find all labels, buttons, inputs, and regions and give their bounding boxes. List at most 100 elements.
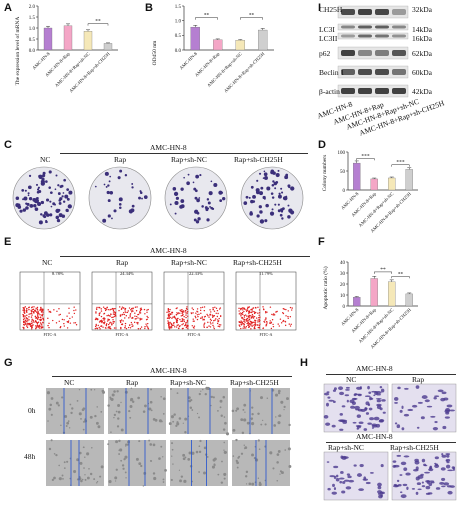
transwell-cell <box>417 488 422 491</box>
transwell-cell <box>399 409 403 413</box>
transwell-cell <box>339 428 344 431</box>
transwell-cell <box>416 426 420 429</box>
transwell-cell <box>368 407 373 411</box>
flow-event <box>240 321 242 323</box>
scratch-cell <box>187 457 191 461</box>
scratch-cell <box>206 386 210 391</box>
colony-dot <box>287 204 290 207</box>
transwell-cell <box>328 399 335 402</box>
flow-event <box>212 324 214 327</box>
flow-event <box>196 308 199 310</box>
scratch-cell <box>184 431 187 434</box>
colony-dot <box>102 218 107 223</box>
colony-dot <box>54 188 57 191</box>
panel-g-label-rapshch25h: Rap+sh-CH25H <box>230 378 279 387</box>
flow-event <box>289 316 292 318</box>
flow-event <box>242 327 244 329</box>
transwell-cell <box>339 391 345 396</box>
colony-dot <box>108 180 111 183</box>
colony-dot <box>175 196 179 200</box>
flow-event <box>74 322 77 324</box>
scratch-cell <box>274 393 279 397</box>
colony-dot <box>258 205 262 209</box>
panel-b-ytick-label: 0.5 <box>175 34 182 39</box>
flow-event <box>257 324 259 326</box>
flow-event <box>144 313 146 315</box>
transwell-cell <box>356 414 361 418</box>
colony-dot <box>118 197 123 202</box>
flow-event <box>123 311 125 314</box>
colony-dot <box>195 174 200 179</box>
flow-event <box>170 325 173 328</box>
panel-g-header: AMC-HN-8 <box>150 366 187 375</box>
flow-event <box>175 326 178 328</box>
flow-event <box>128 307 131 309</box>
panel-b-sig-label: ** <box>249 13 255 19</box>
transwell-cell <box>356 425 361 429</box>
flow-event <box>63 319 65 321</box>
panel-b-bar <box>258 29 268 51</box>
scratch-cell <box>142 410 146 413</box>
flow-event <box>285 315 287 317</box>
scratch-cell <box>211 465 215 469</box>
blot-band <box>358 69 372 75</box>
scratch-cell <box>91 446 93 449</box>
transwell-cell <box>434 395 440 398</box>
flow-event <box>187 327 189 330</box>
colony-dot <box>48 186 51 189</box>
colony-dot <box>260 186 264 190</box>
colony-dot <box>94 185 97 188</box>
flow-event <box>30 325 33 327</box>
scratch-image <box>108 440 166 486</box>
flow-event <box>192 318 194 320</box>
flow-event <box>35 321 38 324</box>
scratch-cell <box>188 399 192 403</box>
colony-dot <box>66 188 70 192</box>
flow-event <box>169 313 172 316</box>
flow-event <box>28 316 30 318</box>
flow-event <box>258 325 261 327</box>
colony-dot <box>259 210 263 214</box>
flow-event <box>272 323 274 326</box>
flow-event <box>240 312 243 315</box>
scratch-cell <box>93 389 96 391</box>
transwell-images <box>323 383 457 501</box>
panel-h-label-rapshch25h: Rap+sh-CH25H <box>390 443 439 452</box>
flow-event <box>203 322 206 324</box>
colony-dot <box>222 196 226 201</box>
flow-event <box>177 317 179 320</box>
scratch-cell <box>213 464 216 466</box>
transwell-cell <box>444 409 450 414</box>
colony-dot <box>279 213 283 217</box>
transwell-cell <box>353 464 357 467</box>
flow-event <box>265 318 267 320</box>
colony-dot <box>245 195 249 199</box>
scratch-cell <box>47 420 49 422</box>
scratch-cell <box>154 418 158 422</box>
flow-event <box>31 318 33 320</box>
panel-d-bar <box>405 169 413 191</box>
flow-event <box>169 321 171 324</box>
flow-event <box>196 318 199 321</box>
flow-event <box>112 313 115 315</box>
flow-event <box>23 315 25 317</box>
transwell-cell <box>429 480 435 483</box>
transwell-cell <box>429 466 432 470</box>
flow-event <box>173 316 175 318</box>
flow-axis-label: FITC-A <box>188 332 201 337</box>
scratch-cell <box>182 453 186 457</box>
transwell-cell <box>344 479 350 482</box>
colony-dot <box>271 208 274 211</box>
flow-event <box>168 310 171 313</box>
flow-event <box>265 312 267 314</box>
transwell-cell <box>339 480 343 484</box>
flow-event <box>259 316 261 318</box>
colony-dot <box>34 207 39 211</box>
flow-event <box>107 308 109 311</box>
colony-dot <box>58 201 62 205</box>
transwell-cell <box>420 416 425 420</box>
transwell-cell <box>397 484 402 487</box>
colony-dot <box>272 171 276 175</box>
panel-f-bar <box>370 278 378 307</box>
flow-event <box>212 307 214 309</box>
